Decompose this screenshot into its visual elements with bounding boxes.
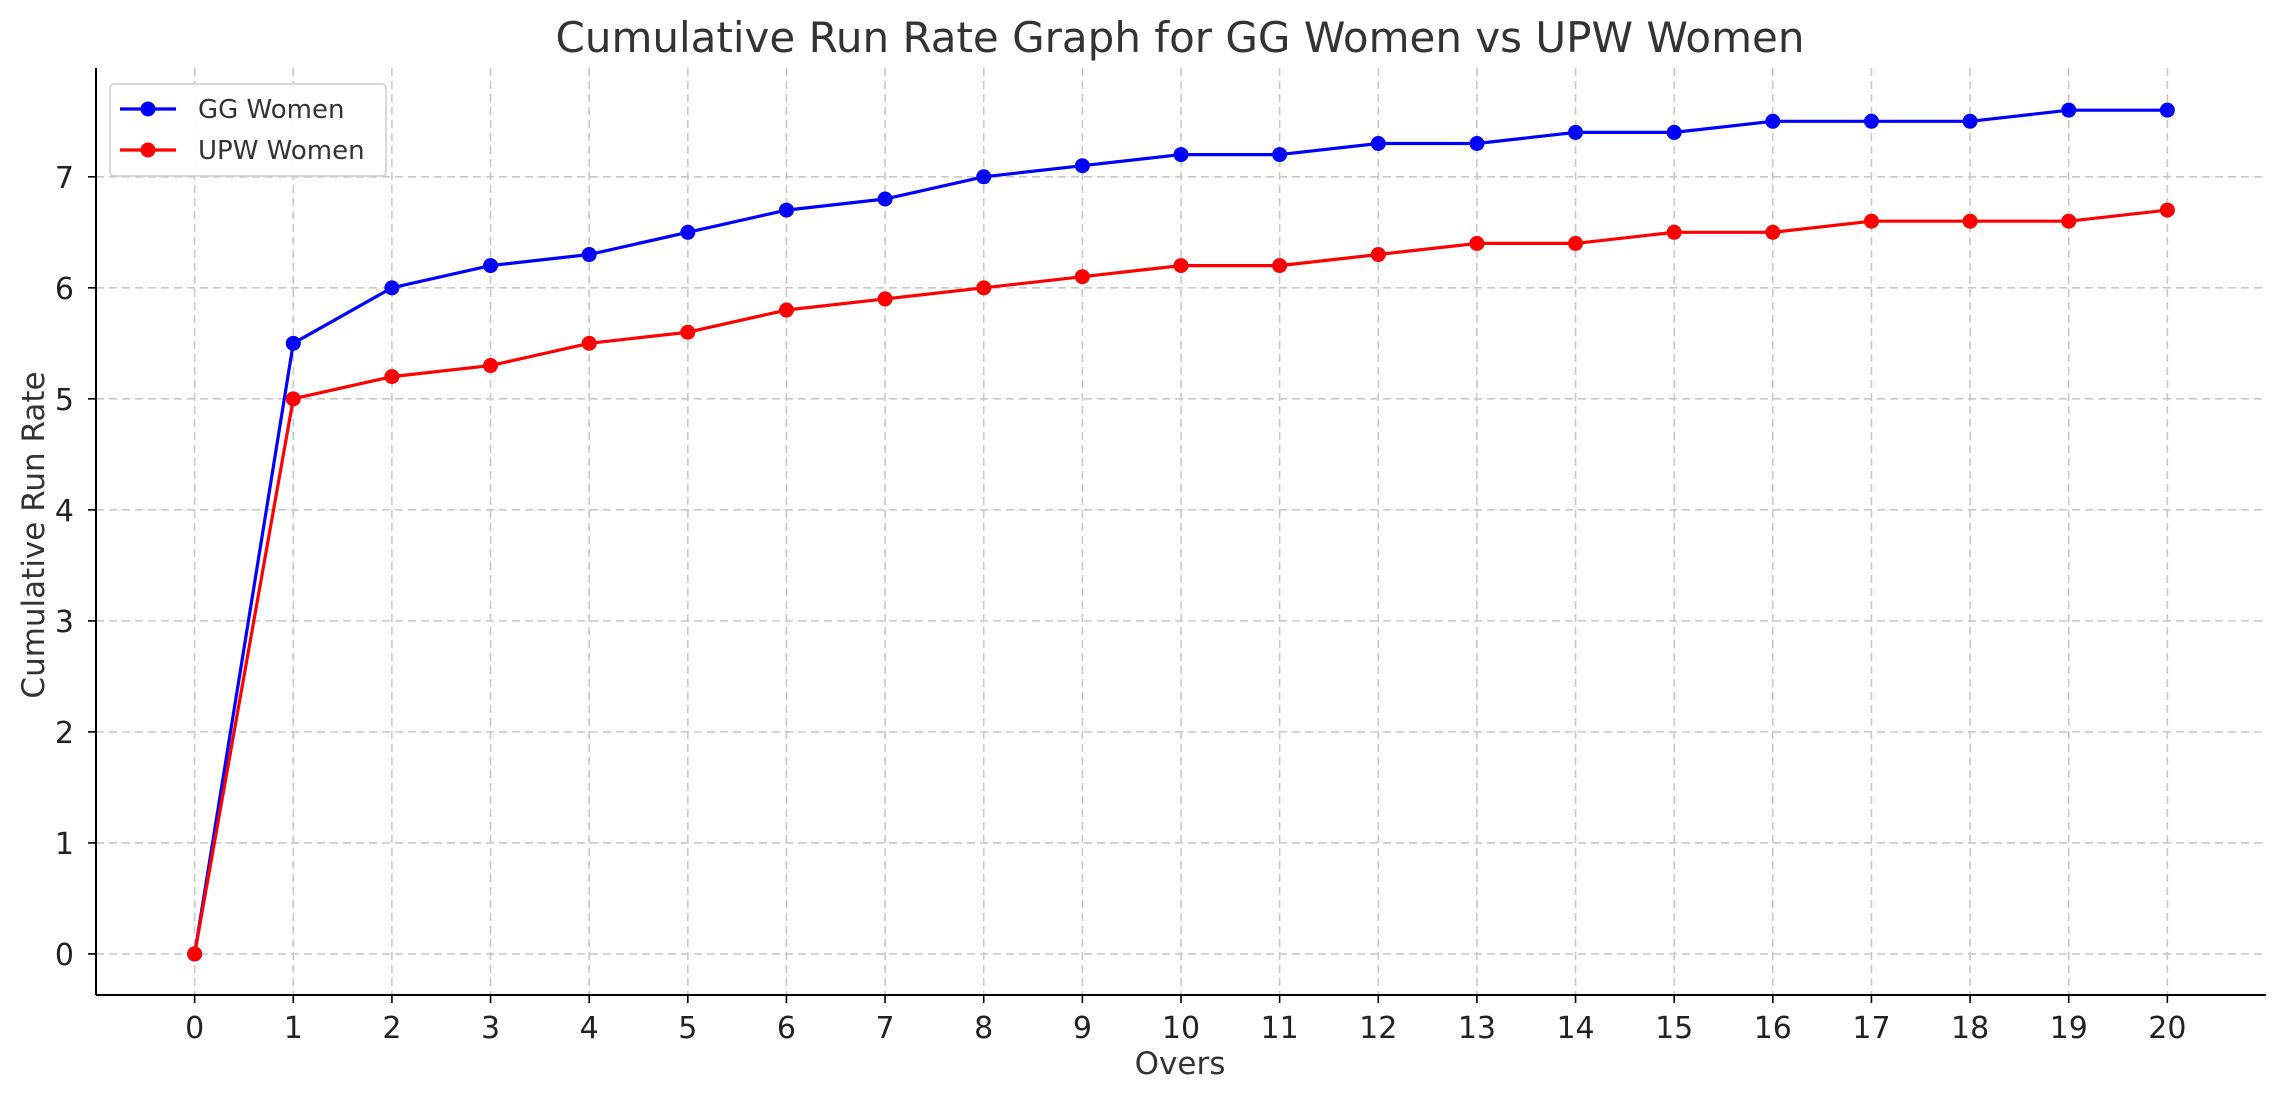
data-point bbox=[384, 280, 400, 296]
x-tick-label: 4 bbox=[580, 1011, 599, 1046]
x-tick-label: 15 bbox=[1655, 1011, 1693, 1046]
data-point bbox=[1173, 258, 1189, 274]
y-tick-label: 3 bbox=[55, 605, 74, 640]
data-point bbox=[1765, 224, 1781, 240]
series-upw-women bbox=[187, 202, 2175, 962]
x-tick-label: 17 bbox=[1852, 1011, 1890, 1046]
x-tick-label: 7 bbox=[876, 1011, 895, 1046]
data-point bbox=[1666, 224, 1682, 240]
data-point bbox=[1962, 213, 1978, 229]
x-tick-label: 19 bbox=[2050, 1011, 2088, 1046]
legend-item: GG Women bbox=[120, 95, 344, 125]
x-tick-label: 11 bbox=[1261, 1011, 1299, 1046]
y-tick-label: 4 bbox=[55, 494, 74, 529]
data-point bbox=[581, 247, 597, 263]
data-point bbox=[581, 335, 597, 351]
data-point bbox=[1272, 147, 1288, 163]
x-tick-label: 12 bbox=[1359, 1011, 1397, 1046]
legend-item: UPW Women bbox=[120, 136, 365, 166]
x-tick-label: 16 bbox=[1754, 1011, 1792, 1046]
grid bbox=[96, 68, 2266, 995]
x-tick-label: 9 bbox=[1073, 1011, 1092, 1046]
x-tick-label: 20 bbox=[2148, 1011, 2186, 1046]
data-point bbox=[384, 369, 400, 385]
data-point bbox=[1074, 158, 1090, 174]
data-point bbox=[2159, 102, 2175, 118]
x-tick-label: 14 bbox=[1556, 1011, 1594, 1046]
data-point bbox=[483, 258, 499, 274]
x-axis-label: Overs bbox=[1135, 1046, 1226, 1082]
data-point bbox=[2159, 202, 2175, 218]
x-tick-label: 13 bbox=[1458, 1011, 1496, 1046]
y-tick-label: 2 bbox=[55, 716, 74, 751]
data-point bbox=[1765, 113, 1781, 129]
y-tick-label: 5 bbox=[55, 383, 74, 418]
y-tick-label: 1 bbox=[55, 827, 74, 862]
data-point bbox=[1666, 124, 1682, 140]
data-point bbox=[1469, 235, 1485, 251]
x-tick-label: 10 bbox=[1162, 1011, 1200, 1046]
chart-title: Cumulative Run Rate Graph for GG Women v… bbox=[556, 13, 1805, 62]
data-point bbox=[1370, 135, 1386, 151]
data-point bbox=[877, 291, 893, 307]
x-tick-label: 3 bbox=[481, 1011, 500, 1046]
x-tick-label: 6 bbox=[777, 1011, 796, 1046]
x-tick-label: 5 bbox=[678, 1011, 697, 1046]
data-point bbox=[1074, 269, 1090, 285]
x-tick-label: 2 bbox=[382, 1011, 401, 1046]
legend-label: GG Women bbox=[198, 95, 344, 125]
x-axis-ticks: 0 1 2 3 4 5 6 7 8 9 10 11 12 13 14 15 16 17 18 19 20 bbox=[185, 995, 2186, 1046]
data-point bbox=[1272, 258, 1288, 274]
data-point bbox=[778, 302, 794, 318]
legend-label: UPW Women bbox=[198, 136, 365, 166]
x-tick-label: 1 bbox=[284, 1011, 303, 1046]
legend-marker bbox=[140, 101, 156, 117]
data-point bbox=[1173, 147, 1189, 163]
data-point bbox=[1863, 213, 1879, 229]
data-point bbox=[778, 202, 794, 218]
y-axis-ticks: 0 1 2 3 4 5 6 7 bbox=[55, 161, 96, 973]
data-point bbox=[680, 324, 696, 340]
y-tick-label: 7 bbox=[55, 161, 74, 196]
y-axis-label: Cumulative Run Rate bbox=[16, 371, 52, 698]
x-tick-label: 0 bbox=[185, 1011, 204, 1046]
data-point bbox=[1863, 113, 1879, 129]
data-point bbox=[976, 280, 992, 296]
legend-box bbox=[109, 83, 387, 177]
series bbox=[187, 102, 2175, 962]
y-tick-label: 6 bbox=[55, 272, 74, 307]
data-point bbox=[877, 191, 893, 207]
y-tick-label: 0 bbox=[55, 938, 74, 973]
legend: GG Women UPW Women bbox=[109, 83, 387, 177]
data-point bbox=[2061, 102, 2077, 118]
x-tick-label: 8 bbox=[974, 1011, 993, 1046]
data-point bbox=[1469, 135, 1485, 151]
data-point bbox=[483, 358, 499, 374]
legend-marker bbox=[140, 142, 156, 158]
data-point bbox=[187, 946, 203, 962]
data-point bbox=[1568, 235, 1584, 251]
data-point bbox=[285, 391, 301, 407]
data-point bbox=[285, 335, 301, 351]
data-point bbox=[976, 169, 992, 185]
data-point bbox=[680, 224, 696, 240]
data-point bbox=[1568, 124, 1584, 140]
data-point bbox=[1370, 247, 1386, 263]
data-point bbox=[1962, 113, 1978, 129]
data-point bbox=[2061, 213, 2077, 229]
x-tick-label: 18 bbox=[1951, 1011, 1989, 1046]
